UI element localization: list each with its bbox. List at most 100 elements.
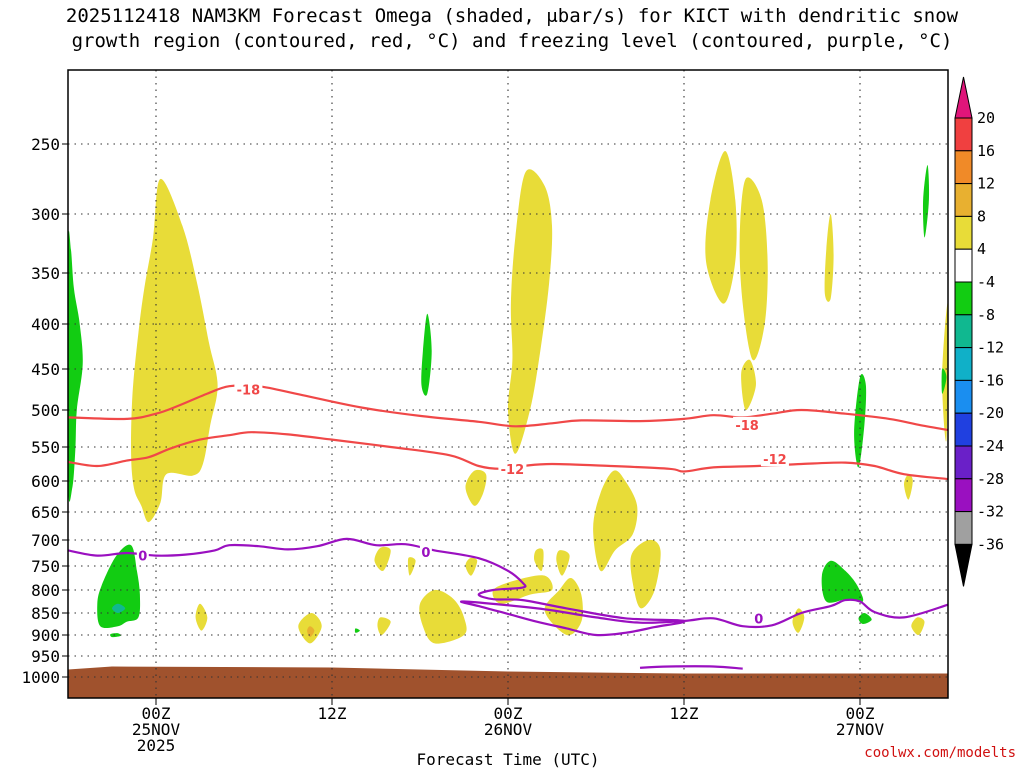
- colorbar-label-0: 20: [977, 109, 995, 127]
- x-tick-label-12-0: 12Z: [318, 704, 347, 723]
- x-tick-label-0-0: 00Z: [142, 704, 171, 723]
- shaded-region-omega-pos-6: [593, 470, 638, 572]
- shaded-region-omega-pos-22: [407, 557, 416, 576]
- y-tick-label-900: 900: [31, 626, 60, 645]
- shaded-region-omega-neg-4: [854, 374, 867, 468]
- colorbar-bottom-arrow: [954, 543, 973, 587]
- colorbar-segment-7: [954, 347, 973, 381]
- colorbar-segment-4: [954, 248, 973, 283]
- pressure-gridlines: [68, 70, 948, 698]
- colorbar-label-4: 4: [977, 240, 986, 258]
- y-tick-label-800: 800: [31, 581, 60, 600]
- colorbar-label-7: -12: [977, 339, 1004, 357]
- shaded-region-omega-neg-8: [110, 633, 122, 638]
- colorbar-segment-6: [954, 314, 973, 349]
- contour-label-3: -12: [763, 453, 787, 468]
- x-tick-label-24-1: 26NOV: [484, 720, 533, 739]
- chart-title: 2025112418 NAM3KM Forecast Omega (shaded…: [0, 4, 1024, 54]
- contour-label-2: -12: [501, 463, 525, 478]
- shaded-region-omega-pos-23: [377, 617, 391, 636]
- x-tick-label-0-1: 25NOV: [132, 720, 181, 739]
- contour-label-6: 0: [754, 612, 763, 627]
- colorbar-segment-9: [954, 412, 973, 447]
- colorbar-label-3: 8: [977, 207, 986, 225]
- contour-label-4: 0: [138, 550, 147, 565]
- contour-label-bg-6: [752, 610, 765, 626]
- contour-label-bg-3: [760, 451, 789, 467]
- colorbar-segment-12: [954, 511, 973, 545]
- colorbar-label-1: 16: [977, 142, 995, 160]
- y-tick-label-850: 850: [31, 604, 60, 623]
- temperature-contours: [68, 384, 948, 670]
- colorbar-segment-11: [954, 478, 973, 513]
- contour-0: [68, 537, 948, 637]
- y-tick-label-950: 950: [31, 647, 60, 666]
- contour-label-0: -18: [237, 384, 261, 399]
- colorbar-label-9: -20: [977, 404, 1004, 422]
- shaded-region-omega-neg-9: [354, 628, 360, 633]
- contour-label-1: -18: [735, 419, 759, 434]
- colorbar-segment-3: [954, 215, 973, 250]
- y-tick-label-750: 750: [31, 557, 60, 576]
- y-axis: 250 300 350 400 450 500 550 600 650 700 750 800 850 9…: [21, 135, 68, 687]
- shaded-region-omega-neg-6: [922, 165, 930, 238]
- contour-0lower: [639, 665, 743, 670]
- omega-shading: [68, 151, 948, 644]
- colorbar-top-arrow: [954, 76, 973, 119]
- shaded-region-omega-pos-12-core: [307, 626, 315, 638]
- colorbar-segment-0: [954, 117, 973, 152]
- y-tick-label-300: 300: [31, 205, 60, 224]
- shaded-region-omega-neg-2: [97, 544, 141, 629]
- colorbar-label-10: -24: [977, 437, 1004, 455]
- contour-label-bg-5: [419, 543, 432, 559]
- colorbar-segment-1: [954, 150, 973, 185]
- y-tick-label-650: 650: [31, 503, 60, 522]
- y-tick-label-600: 600: [31, 472, 60, 491]
- colorbar-segment-2: [954, 183, 973, 217]
- shaded-region-omega-pos-2: [507, 169, 553, 454]
- shaded-region-omega-pos-15: [195, 603, 208, 631]
- contour-label-bg-1: [733, 416, 762, 432]
- shaded-region-omega-pos-4: [739, 177, 768, 361]
- y-tick-label-350: 350: [31, 264, 60, 283]
- shaded-region-omega-pos-1: [131, 178, 218, 523]
- shaded-region-omega-neg-11: [112, 603, 126, 613]
- shaded-region-omega-pos-8: [465, 469, 487, 506]
- colorbar-label-6: -8: [977, 306, 995, 324]
- x-tick-label-48-0: 00Z: [846, 704, 875, 723]
- contour--18: [68, 384, 948, 432]
- y-tick-label-500: 500: [31, 401, 60, 420]
- shaded-region-omega-pos-11: [544, 577, 583, 636]
- shaded-region-omega-pos-18: [374, 546, 391, 572]
- x-axis-title: Forecast Time (UTC): [416, 750, 599, 768]
- shaded-region-omega-pos-10: [419, 589, 467, 644]
- shaded-region-omega-pos-7: [630, 539, 661, 609]
- shaded-region-omega-pos-3: [705, 151, 737, 304]
- x-tick-label-24-0: 00Z: [494, 704, 523, 723]
- colorbar-segment-8: [954, 379, 973, 414]
- shaded-region-omega-neg-7: [941, 368, 947, 394]
- shaded-region-omega-pos-5: [824, 213, 834, 302]
- colorbar-label-12: -32: [977, 503, 1004, 521]
- x-tick-label-0-2: 2025: [137, 736, 176, 755]
- contour-label-bg-4: [136, 547, 149, 563]
- credit-link[interactable]: coolwx.com/modelts: [864, 745, 1016, 761]
- shaded-region-omega-neg-1: [68, 230, 83, 502]
- x-tick-label-48-1: 27NOV: [836, 720, 885, 739]
- contour--12: [68, 431, 948, 481]
- y-tick-label-550: 550: [31, 438, 60, 457]
- y-tick-label-700: 700: [31, 531, 60, 550]
- y-tick-label-250: 250: [31, 135, 60, 154]
- colorbar: 20 16 12 8 4 -4 -8 -12 -16 -20 -24 -28 -32 -36: [954, 76, 1004, 587]
- colorbar-label-2: 12: [977, 175, 995, 193]
- colorbar-label-13: -36: [977, 535, 1004, 553]
- colorbar-segment-10: [954, 445, 973, 480]
- shaded-region-omega-pos-21: [556, 550, 570, 576]
- colorbar-segment-5: [954, 281, 973, 316]
- y-tick-label-1000: 1000: [21, 668, 60, 687]
- colorbar-label-5: -4: [977, 273, 995, 291]
- contour-label-bg-2: [498, 460, 527, 476]
- shaded-region-omega-pos-19: [904, 474, 913, 500]
